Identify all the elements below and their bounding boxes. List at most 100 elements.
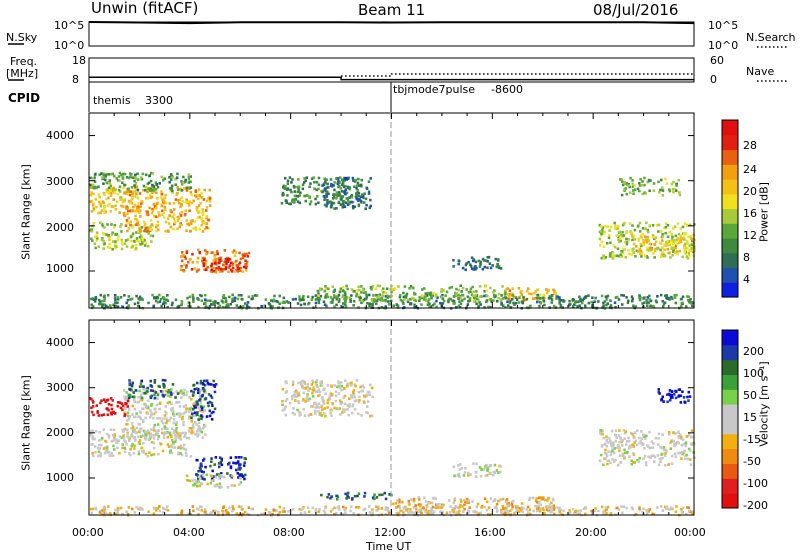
power-cell-0-82 xyxy=(137,240,141,243)
power-cell-13-677 xyxy=(264,298,268,301)
power-cell-13-577 xyxy=(237,293,241,297)
velocity-cell-13-362 xyxy=(210,511,213,515)
power-cell-3-85 xyxy=(223,249,227,252)
power-cell-14-320 xyxy=(501,285,504,288)
power-cell-14-118 xyxy=(410,296,414,300)
velocity-cell-8-54 xyxy=(353,494,357,498)
velocity-cell-13-88 xyxy=(275,509,278,512)
velocity-cell-11-208 xyxy=(659,457,663,460)
velocity-cell-9-0 xyxy=(504,511,507,515)
power-cell-0-99 xyxy=(139,243,142,246)
power-cell-14-127 xyxy=(384,299,387,303)
power-cell-13-553 xyxy=(396,304,400,308)
velocity-cell-9-44 xyxy=(487,506,491,509)
power-cell-0-43 xyxy=(111,231,114,235)
power-cell-13-751 xyxy=(158,300,162,304)
velocity-cell-0-210 xyxy=(127,452,131,455)
power-cell-5-103 xyxy=(118,171,122,175)
velocity-cell-7-6 xyxy=(334,394,338,398)
power-cell-0-14 xyxy=(114,240,117,243)
power-cell-1-144 xyxy=(121,205,124,209)
power-cell-3-134 xyxy=(216,252,219,256)
power-cell-13-272 xyxy=(208,304,212,308)
velocity-cell-11-182 xyxy=(684,444,688,448)
velocity-colorbar-band-11 xyxy=(722,330,738,346)
power-cell-13-819 xyxy=(254,294,257,297)
velocity-ytick-2000: 2000 xyxy=(46,426,74,439)
power-cell-2-227 xyxy=(195,193,198,197)
power-cell-13-861 xyxy=(542,299,546,303)
power-cell-4-34 xyxy=(210,264,213,268)
power-cell-5-120 xyxy=(180,189,184,192)
velocity-cell-4-63 xyxy=(207,393,211,396)
velocity-cell-7-99 xyxy=(283,408,286,411)
velocity-cell-13-504 xyxy=(101,511,104,515)
velocity-cell-13-317 xyxy=(103,509,106,512)
velocity-cell-13-230 xyxy=(600,505,604,509)
power-cell-13-743 xyxy=(192,300,195,303)
velocity-colorbar-band-2 xyxy=(722,463,738,479)
power-cell-5-123 xyxy=(134,182,138,185)
velocity-cell-1-299 xyxy=(163,432,166,435)
power-cell-2-425 xyxy=(168,214,171,217)
power-cell-2-419 xyxy=(200,192,203,195)
power-cell-10-76 xyxy=(648,242,652,245)
velocity-cell-0-261 xyxy=(173,440,177,444)
power-cell-6-117 xyxy=(297,188,300,191)
power-cell-11-72 xyxy=(668,188,671,191)
velocity-cell-13-300 xyxy=(441,510,445,514)
velocity-cell-13-382 xyxy=(584,506,588,509)
power-cell-4-2 xyxy=(228,264,232,267)
velocity-cell-13-539 xyxy=(109,512,112,515)
velocity-cell-13-237 xyxy=(314,510,318,514)
velocity-cell-0-153 xyxy=(180,453,184,457)
velocity-cell-7-230 xyxy=(362,386,365,389)
power-cell-13-476 xyxy=(593,300,596,303)
velocity-cell-2-57 xyxy=(89,397,92,400)
velocity-cell-2-65 xyxy=(110,407,114,411)
velocity-cell-1-257 xyxy=(187,410,191,413)
power-cell-6-115 xyxy=(284,176,287,180)
velocity-cell-9-82 xyxy=(398,498,401,502)
velocity-cell-9-228 xyxy=(472,510,475,513)
power-cell-2-392 xyxy=(202,210,205,214)
velocity-cell-13-190 xyxy=(127,506,131,509)
power-cbar-tick-4: 4 xyxy=(743,273,750,286)
velocity-cell-7-102 xyxy=(296,408,299,412)
power-cell-6-241 xyxy=(290,181,293,184)
velocity-cell-11-321 xyxy=(614,433,617,437)
power-cell-3-139 xyxy=(241,270,245,273)
power-cell-3-67 xyxy=(191,261,195,264)
velocity-cell-13-72 xyxy=(502,512,505,515)
power-cell-6-146 xyxy=(303,177,306,180)
velocity-cell-13-418 xyxy=(418,509,421,512)
velocity-cell-11-172 xyxy=(614,429,618,433)
velocity-cell-11-148 xyxy=(637,460,641,463)
power-cell-0-23 xyxy=(149,226,152,230)
power-cell-5-187 xyxy=(129,175,132,179)
velocity-cell-13-308 xyxy=(350,505,353,509)
power-cell-0-89 xyxy=(120,223,123,226)
velocity-cell-1-151 xyxy=(191,427,195,430)
velocity-cell-1-277 xyxy=(150,428,153,431)
velocity-cell-11-234 xyxy=(610,444,613,448)
velocity-cell-5-90 xyxy=(211,469,214,473)
power-cell-6-31 xyxy=(317,201,320,204)
velocity-cell-7-52 xyxy=(358,395,361,399)
power-cell-5-188 xyxy=(151,172,155,175)
velocity-cell-0-259 xyxy=(116,446,119,450)
velocity-cell-3-17 xyxy=(149,389,153,392)
velocity-cell-11-377 xyxy=(632,452,635,455)
power-cell-5-88 xyxy=(107,173,111,176)
power-cell-9-97 xyxy=(679,227,682,230)
velocity-cell-13-352 xyxy=(466,511,470,515)
velocity-cell-3-44 xyxy=(176,392,180,395)
velocity-cell-8-37 xyxy=(335,494,338,498)
power-cell-10-23 xyxy=(684,246,687,249)
power-cell-10-119 xyxy=(653,243,656,246)
power-cell-9-112 xyxy=(651,234,655,237)
velocity-cell-13-53 xyxy=(282,507,286,510)
velocity-cell-2-3 xyxy=(110,403,113,407)
velocity-cell-3-98 xyxy=(142,385,145,388)
power-cell-14-204 xyxy=(360,285,363,288)
